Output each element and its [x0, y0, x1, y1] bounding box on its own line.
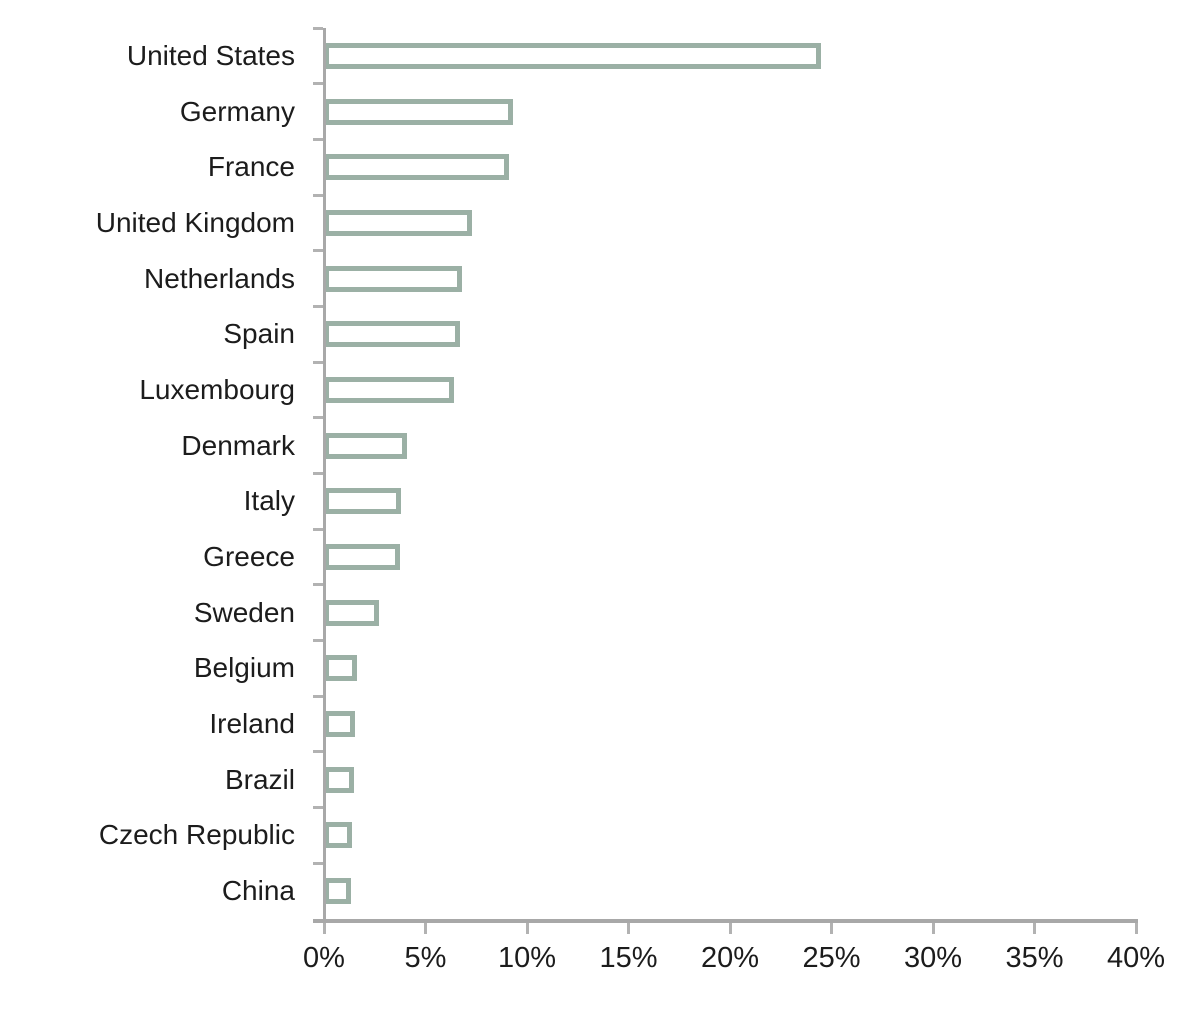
x-tick [627, 923, 630, 934]
y-tick [313, 137, 323, 141]
x-tick-label: 35% [1005, 942, 1064, 974]
category-label: Italy [243, 485, 295, 517]
bar [324, 98, 513, 125]
x-tick-label: 30% [903, 942, 963, 974]
x-tick [322, 923, 326, 934]
x-tick [931, 923, 935, 934]
y-tick [313, 416, 323, 420]
category-label: Denmark [181, 429, 295, 461]
x-tick [424, 923, 427, 934]
y-tick [313, 583, 323, 587]
x-tick-label: 5% [404, 942, 447, 974]
category-label: Netherlands [144, 262, 295, 294]
y-axis-line [323, 28, 326, 923]
bar [324, 822, 353, 849]
y-tick [313, 472, 323, 475]
x-tick-label: 10% [497, 942, 557, 974]
y-tick [313, 694, 323, 698]
bar [324, 878, 352, 905]
y-tick [313, 750, 323, 754]
category-label: United States [126, 39, 295, 71]
bar [324, 321, 460, 348]
category-label: United Kingdom [95, 206, 295, 238]
category-label: Greece [203, 541, 295, 573]
bar [324, 376, 454, 403]
bar [324, 599, 379, 626]
bar [324, 42, 822, 69]
x-axis-line [313, 919, 1138, 923]
category-label: Germany [179, 95, 295, 127]
x-tick-label: 15% [599, 942, 658, 974]
category-label: Sweden [193, 596, 295, 628]
x-tick-label: 0% [303, 942, 345, 974]
y-tick [313, 806, 323, 810]
x-tick [525, 923, 529, 934]
category-label: Belgium [193, 652, 295, 684]
x-tick-label: 20% [700, 942, 760, 974]
bar [324, 265, 463, 292]
y-tick [313, 360, 323, 364]
category-label: Ireland [209, 708, 295, 740]
category-label: Luxembourg [139, 373, 295, 405]
bar [324, 488, 402, 515]
bar [324, 544, 401, 571]
x-tick [728, 923, 732, 934]
category-label: France [207, 151, 295, 183]
y-tick [313, 249, 323, 253]
bar [324, 655, 358, 682]
bar [324, 209, 473, 236]
bar [324, 154, 509, 181]
category-label: Spain [223, 318, 295, 350]
x-tick-label: 40% [1106, 942, 1166, 974]
x-tick [1134, 923, 1138, 934]
bar [324, 711, 356, 738]
category-label: China [221, 875, 295, 907]
category-label: Brazil [224, 763, 295, 795]
bar [324, 432, 408, 459]
y-tick [313, 193, 323, 197]
x-tick-label: 25% [802, 942, 861, 974]
y-tick [313, 26, 323, 30]
bar [324, 766, 355, 793]
y-tick [313, 639, 323, 643]
category-label: Czech Republic [98, 819, 295, 851]
x-tick [830, 923, 833, 934]
x-tick [1033, 923, 1036, 934]
y-tick [313, 304, 323, 308]
y-tick [313, 82, 323, 86]
y-tick [313, 861, 323, 865]
y-tick [313, 527, 323, 531]
